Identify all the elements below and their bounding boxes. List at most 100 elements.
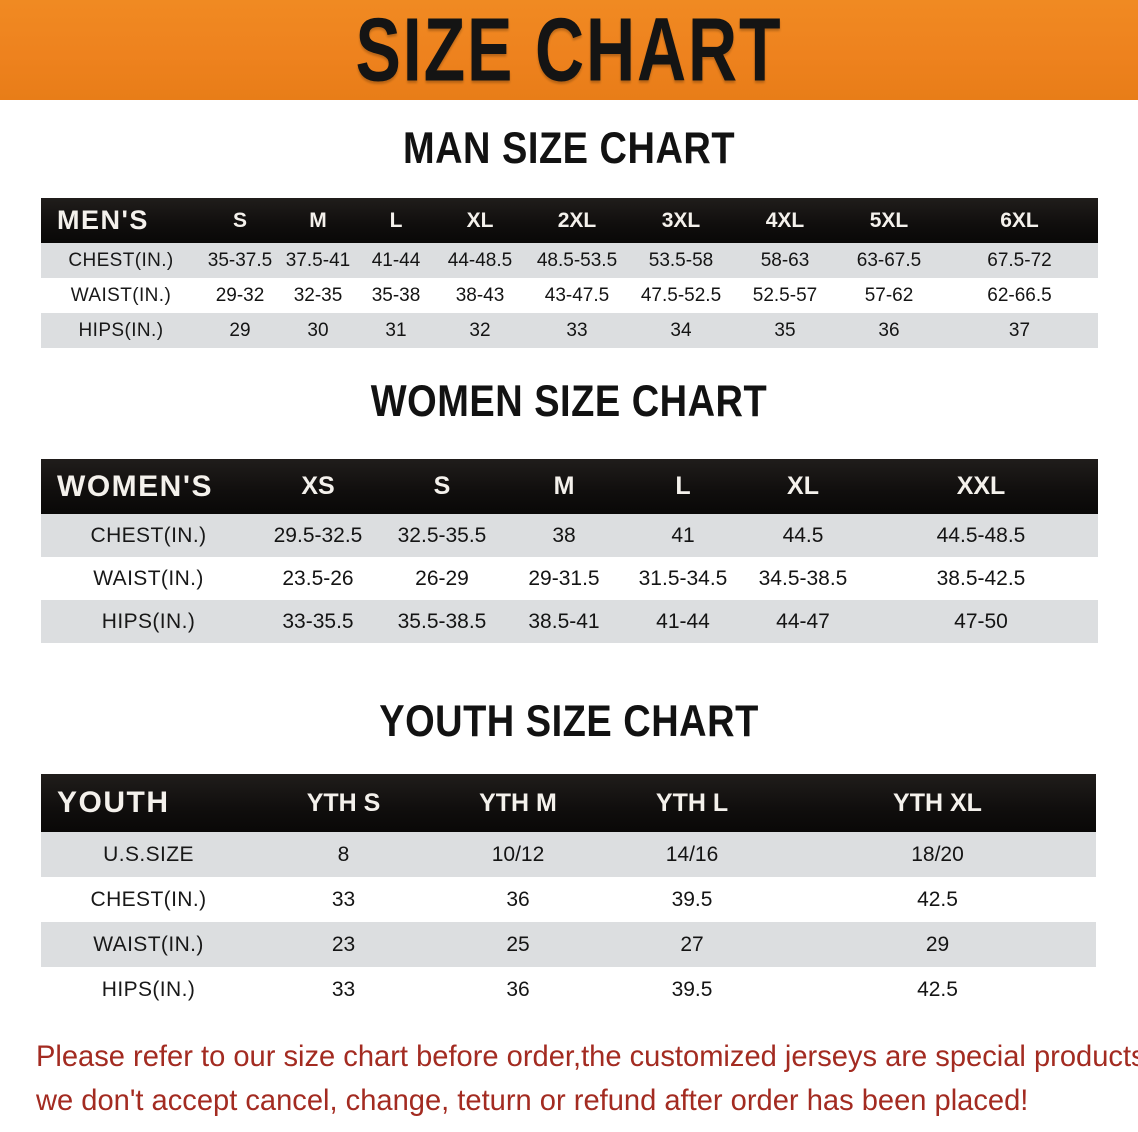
- man-header-size-3xl: 3XL: [661, 208, 701, 232]
- women-hips-l: 41-44: [656, 609, 710, 633]
- youth-us-size-s: 8: [337, 842, 350, 866]
- women-waist-xxl: 38.5-42.5: [936, 566, 1026, 590]
- women-row-label-waist: WAIST(IN.): [93, 566, 204, 590]
- man-waist-4xl: 52.5-57: [752, 284, 818, 306]
- size-chart-banner: SIZE CHART: [0, 0, 1138, 100]
- man-hips-m: 30: [307, 319, 329, 341]
- women-header-label: WOMEN'S: [57, 469, 213, 503]
- table-row: HIPS(IN.) 33 36 39.5 42.5: [41, 967, 1096, 1012]
- man-row-label-hips: HIPS(IN.): [78, 319, 164, 341]
- women-row-label-hips: HIPS(IN.): [101, 609, 196, 633]
- man-header-size-s: S: [232, 208, 247, 232]
- man-header-size-5xl: 5XL: [869, 208, 909, 232]
- women-chest-xl: 44.5: [782, 523, 824, 547]
- youth-us-size-m: 10/12: [491, 842, 545, 866]
- women-waist-xl: 34.5-38.5: [758, 566, 848, 590]
- man-row-label-chest: CHEST(IN.): [68, 249, 174, 271]
- banner-title: SIZE CHART: [355, 0, 783, 101]
- women-header-size-xs: XS: [301, 472, 335, 500]
- youth-header-size-xl: YTH XL: [893, 788, 982, 817]
- youth-waist-l: 27: [680, 932, 704, 956]
- man-waist-3xl: 47.5-52.5: [640, 284, 722, 306]
- women-header-size-m: M: [553, 472, 575, 500]
- youth-hips-xl: 42.5: [917, 977, 958, 1001]
- man-table-header-row: MEN'S S M L XL 2XL 3XL 4XL 5XL 6XL: [41, 198, 1098, 243]
- women-chest-l: 41: [671, 523, 695, 547]
- women-waist-s: 26-29: [415, 566, 469, 590]
- women-waist-m: 29-31.5: [528, 566, 600, 590]
- youth-header-size-m: YTH M: [479, 788, 557, 817]
- women-chest-xxl: 44.5-48.5: [936, 523, 1026, 547]
- man-header-label: MEN'S: [57, 205, 149, 235]
- man-chest-2xl: 48.5-53.5: [536, 249, 618, 271]
- youth-chest-xl: 42.5: [917, 887, 958, 911]
- table-row: HIPS(IN.) 33-35.5 35.5-38.5 38.5-41 41-4…: [41, 600, 1098, 643]
- man-header-size-l: L: [389, 208, 403, 232]
- table-row: WAIST(IN.) 29-32 32-35 35-38 38-43 43-47…: [41, 278, 1098, 313]
- man-chest-5xl: 63-67.5: [856, 249, 922, 271]
- man-chest-l: 41-44: [371, 249, 421, 271]
- youth-chest-l: 39.5: [671, 887, 713, 911]
- man-hips-4xl: 35: [774, 319, 796, 341]
- youth-waist-xl: 29: [925, 932, 950, 956]
- women-table-header-row: WOMEN'S XS S M L XL XXL: [41, 459, 1098, 514]
- youth-hips-l: 39.5: [671, 977, 713, 1001]
- youth-size-chart-table: YOUTH YTH S YTH M YTH L YTH XL U.S.SIZE …: [41, 774, 1096, 1012]
- table-row: WAIST(IN.) 23 25 27 29: [41, 922, 1096, 967]
- man-header-size-6xl: 6XL: [1000, 208, 1039, 232]
- man-chest-m: 37.5-41: [285, 249, 351, 271]
- youth-header-size-s: YTH S: [306, 788, 381, 817]
- women-chest-s: 32.5-35.5: [397, 523, 487, 547]
- disclaimer-line-2: we don't accept cancel, change, teturn o…: [36, 1084, 1029, 1117]
- table-row: WAIST(IN.) 23.5-26 26-29 29-31.5 31.5-34…: [41, 557, 1098, 600]
- man-waist-l: 35-38: [371, 284, 421, 306]
- women-chest-xs: 29.5-32.5: [273, 523, 363, 547]
- youth-row-label-waist: WAIST(IN.): [93, 932, 204, 956]
- table-row: CHEST(IN.) 35-37.5 37.5-41 41-44 44-48.5…: [41, 243, 1098, 278]
- man-hips-2xl: 33: [566, 319, 588, 341]
- man-hips-5xl: 36: [878, 319, 900, 341]
- table-row: U.S.SIZE 8 10/12 14/16 18/20: [41, 832, 1096, 877]
- women-size-chart-table: WOMEN'S XS S M L XL XXL CHEST(IN.) 29.5-…: [41, 459, 1098, 643]
- man-hips-s: 29: [229, 319, 251, 341]
- women-hips-s: 35.5-38.5: [397, 609, 487, 633]
- disclaimer-line-1: Please refer to our size chart before or…: [36, 1040, 1138, 1073]
- women-header-size-s: S: [433, 472, 451, 500]
- youth-row-label-hips: HIPS(IN.): [101, 977, 196, 1001]
- youth-row-label-us-size: U.S.SIZE: [103, 842, 194, 866]
- man-header-size-m: M: [309, 208, 327, 232]
- women-waist-xs: 23.5-26: [282, 566, 354, 590]
- youth-header-size-l: YTH L: [655, 788, 729, 817]
- youth-size-chart-title: YOUTH SIZE CHART: [379, 697, 759, 747]
- man-chest-6xl: 67.5-72: [987, 249, 1052, 271]
- man-chest-s: 35-37.5: [207, 249, 273, 271]
- man-header-size-2xl: 2XL: [557, 208, 597, 232]
- women-hips-xl: 44-47: [776, 609, 830, 633]
- youth-hips-s: 33: [331, 977, 356, 1001]
- table-row: CHEST(IN.) 29.5-32.5 32.5-35.5 38 41 44.…: [41, 514, 1098, 557]
- man-hips-6xl: 37: [1008, 319, 1031, 341]
- man-size-chart-title: MAN SIZE CHART: [402, 124, 736, 174]
- youth-waist-s: 23: [331, 932, 356, 956]
- man-header-size-xl: XL: [466, 208, 494, 232]
- women-hips-m: 38.5-41: [528, 609, 600, 633]
- women-row-label-chest: CHEST(IN.): [90, 523, 207, 547]
- youth-row-label-chest: CHEST(IN.): [90, 887, 207, 911]
- women-size-chart-title: WOMEN SIZE CHART: [370, 377, 768, 427]
- man-hips-3xl: 34: [670, 319, 692, 341]
- man-size-chart-table: MEN'S S M L XL 2XL 3XL 4XL 5XL 6XL CHEST…: [41, 198, 1098, 348]
- women-waist-l: 31.5-34.5: [638, 566, 728, 590]
- man-waist-5xl: 57-62: [864, 284, 914, 306]
- youth-table-header-row: YOUTH YTH S YTH M YTH L YTH XL: [41, 774, 1096, 832]
- women-hips-xs: 33-35.5: [282, 609, 354, 633]
- women-header-size-xl: XL: [787, 472, 819, 500]
- man-chest-xl: 44-48.5: [447, 249, 513, 271]
- man-hips-xl: 32: [469, 319, 491, 341]
- women-chest-m: 38: [552, 523, 576, 547]
- youth-hips-m: 36: [506, 977, 530, 1001]
- table-row: CHEST(IN.) 33 36 39.5 42.5: [41, 877, 1096, 922]
- man-waist-s: 29-32: [215, 284, 265, 306]
- table-row: HIPS(IN.) 29 30 31 32 33 34 35 36 37: [41, 313, 1098, 348]
- man-hips-l: 31: [385, 319, 407, 341]
- man-waist-6xl: 62-66.5: [987, 284, 1052, 306]
